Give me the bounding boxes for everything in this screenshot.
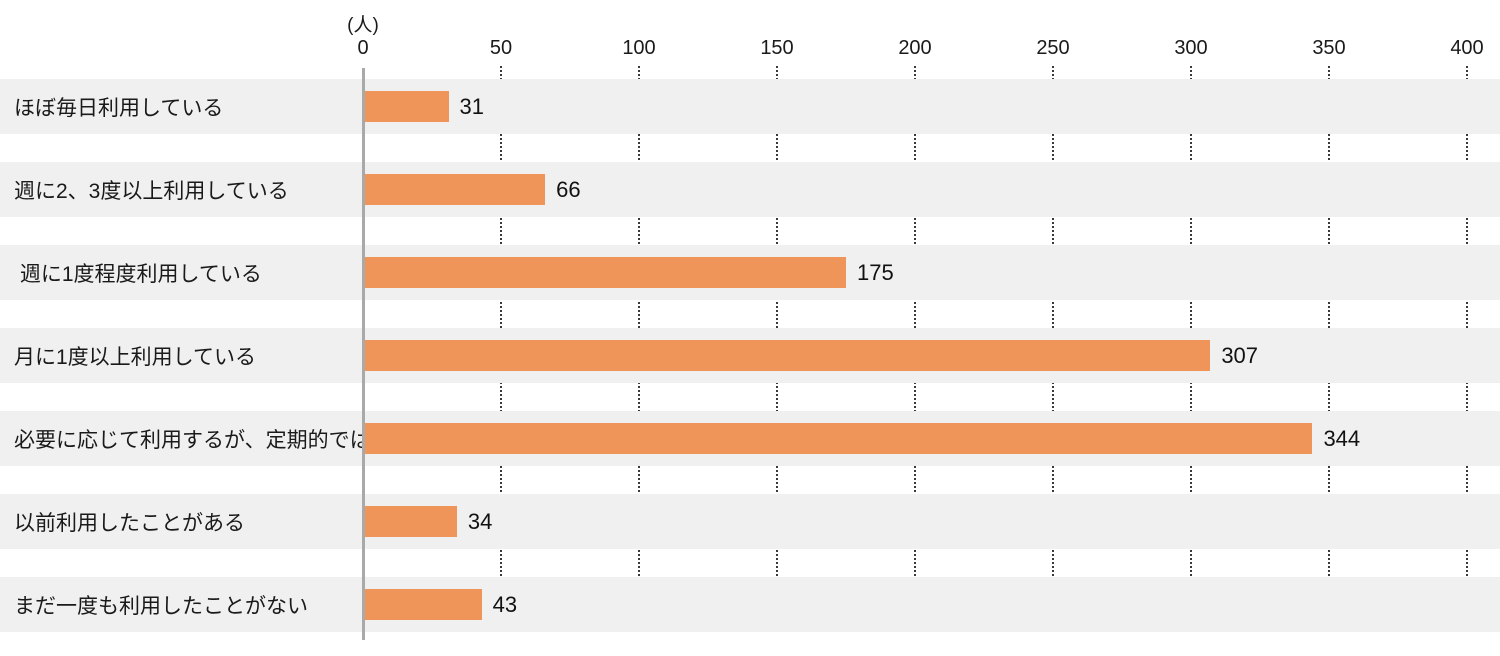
chart-rows: ほぼ毎日利用している 31 週に2、3度以上利用している 66 週に1度程度利用してい… xyxy=(0,79,1500,632)
bar xyxy=(363,506,457,537)
bar xyxy=(363,174,546,205)
bar xyxy=(363,91,449,122)
category-label: まだ一度も利用したことがない xyxy=(14,594,308,618)
chart-row: 月に1度以上利用している 307 xyxy=(0,328,1500,383)
x-tick-label: 0 xyxy=(357,37,369,59)
x-tick-label: 150 xyxy=(760,37,794,59)
zero-axis-line xyxy=(362,68,365,640)
bar-value-label: 307 xyxy=(1221,342,1259,368)
x-tick-label: 250 xyxy=(1036,37,1070,59)
row-band xyxy=(0,494,1500,549)
category-label: 以前利用したことがある xyxy=(14,511,245,535)
bar xyxy=(363,340,1211,371)
x-tick-label: 50 xyxy=(489,37,513,59)
bar-value-label: 34 xyxy=(467,508,493,534)
bar xyxy=(363,257,846,288)
bar-value-label: 66 xyxy=(556,176,581,202)
x-tick-label: 200 xyxy=(898,37,932,59)
bar-value-label: 175 xyxy=(857,259,894,285)
bar xyxy=(363,589,482,620)
x-tick-label: 350 xyxy=(1312,37,1346,59)
bar-value-label: 43 xyxy=(492,591,518,617)
bar xyxy=(363,423,1313,454)
chart-row: 週に1度程度利用している 175 xyxy=(0,245,1500,300)
category-label: 必要に応じて利用するが、定期的ではない xyxy=(14,428,413,452)
category-label: 週に1度程度利用している xyxy=(14,262,262,286)
x-tick-label: 400 xyxy=(1450,37,1484,59)
bar-value-label: 31 xyxy=(459,93,485,119)
row-band xyxy=(0,79,1500,134)
bar-value-label: 344 xyxy=(1323,425,1361,451)
chart-row: ほぼ毎日利用している 31 xyxy=(0,79,1500,134)
axis-unit-label: (人) xyxy=(347,15,379,36)
x-tick-label: 100 xyxy=(622,37,656,59)
chart-row: まだ一度も利用したことがない 43 xyxy=(0,577,1500,632)
category-label: 月に1度以上利用している xyxy=(14,345,257,369)
row-band xyxy=(0,577,1500,632)
x-tick-label: 300 xyxy=(1174,37,1208,59)
chart-row: 週に2、3度以上利用している 66 xyxy=(0,162,1500,217)
row-band xyxy=(0,162,1500,217)
category-label: ほぼ毎日利用している xyxy=(14,96,224,120)
chart-row: 必要に応じて利用するが、定期的ではない 344 xyxy=(0,411,1500,466)
chart-row: 以前利用したことがある 34 xyxy=(0,494,1500,549)
category-label: 週に2、3度以上利用している xyxy=(14,179,289,203)
